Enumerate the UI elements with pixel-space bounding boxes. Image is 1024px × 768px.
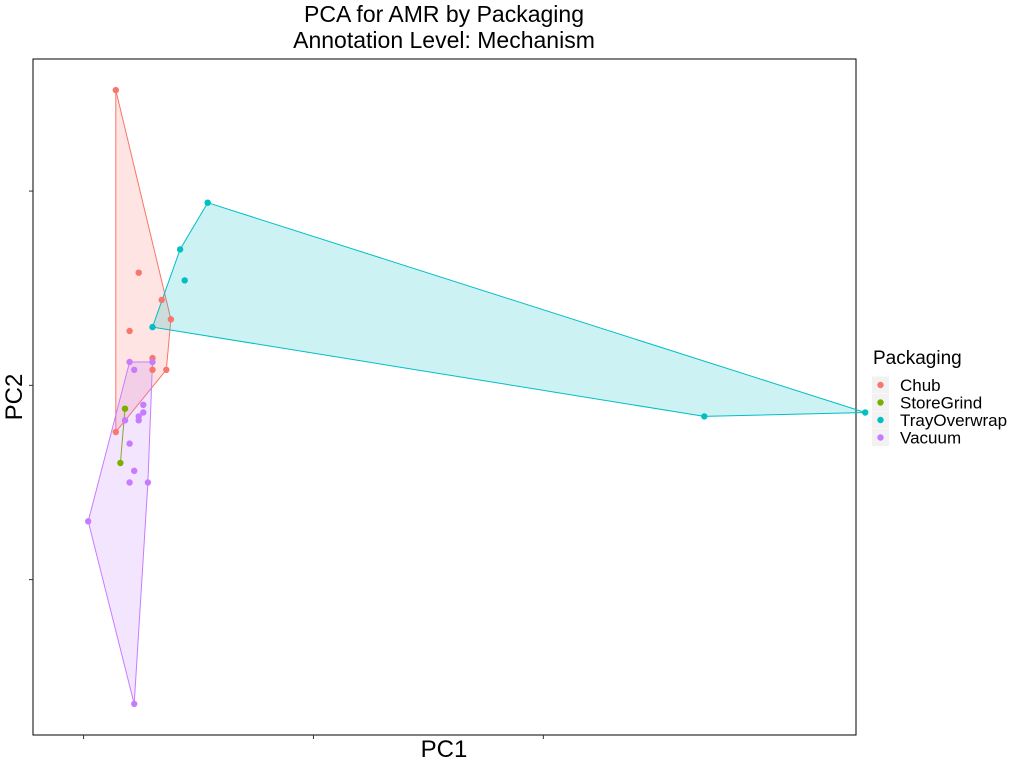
legend: Packaging ChubStoreGrindTrayOverwrapVacu…	[872, 348, 1007, 448]
x-axis-title: PC1	[421, 736, 468, 763]
legend-key-storegrind	[877, 399, 884, 406]
point-vacuum-0	[126, 358, 133, 366]
point-vacuum-2	[149, 358, 156, 366]
point-chub-7	[163, 366, 170, 373]
group-hulls	[87, 89, 866, 705]
legend-key-chub	[877, 381, 884, 389]
point-chub-2	[126, 327, 133, 335]
point-vacuum-7	[135, 417, 142, 424]
hull-vacuum	[87, 361, 154, 705]
legend-label-vacuum: Vacuum	[900, 429, 961, 448]
point-vacuum-1	[131, 366, 138, 373]
point-trayoverwrap-4	[701, 413, 708, 420]
plot-panel	[32, 58, 857, 736]
point-vacuum-10	[144, 479, 152, 486]
hull-trayoverwrap	[151, 202, 866, 417]
chart-title: PCA for AMR by Packaging	[304, 1, 584, 27]
legend-label-chub: Chub	[900, 376, 941, 395]
point-trayoverwrap-5	[862, 409, 869, 416]
point-vacuum-8	[126, 440, 133, 447]
point-trayoverwrap-2	[181, 277, 188, 284]
legend-key-trayoverwrap	[877, 416, 884, 424]
point-storegrind-1	[117, 459, 124, 467]
point-storegrind-0	[121, 405, 129, 412]
point-vacuum-9	[131, 467, 138, 474]
legend-label-storegrind: StoreGrind	[900, 394, 982, 413]
point-vacuum-13	[131, 700, 138, 708]
point-chub-8	[112, 428, 120, 436]
point-vacuum-6	[140, 409, 147, 416]
point-vacuum-11	[126, 479, 133, 486]
x-axis-ticks	[83, 735, 544, 739]
data-points	[85, 86, 869, 708]
legend-label-trayoverwrap: TrayOverwrap	[900, 411, 1007, 430]
point-chub-1	[135, 269, 142, 276]
point-vacuum-4	[121, 417, 129, 424]
legend-key-vacuum	[877, 434, 884, 441]
legend-title: Packaging	[873, 348, 962, 369]
chart-subtitle: Annotation Level: Mechanism	[293, 27, 595, 53]
point-chub-0	[112, 86, 120, 94]
point-chub-3	[158, 296, 165, 304]
point-vacuum-3	[140, 401, 147, 408]
point-vacuum-12	[85, 518, 92, 525]
point-trayoverwrap-3	[149, 323, 156, 331]
y-axis-ticks	[29, 190, 33, 581]
point-chub-6	[149, 366, 156, 373]
point-chub-4	[167, 316, 175, 323]
y-axis-title: PC2	[1, 374, 28, 421]
point-trayoverwrap-0	[204, 199, 211, 206]
point-trayoverwrap-1	[176, 246, 184, 253]
